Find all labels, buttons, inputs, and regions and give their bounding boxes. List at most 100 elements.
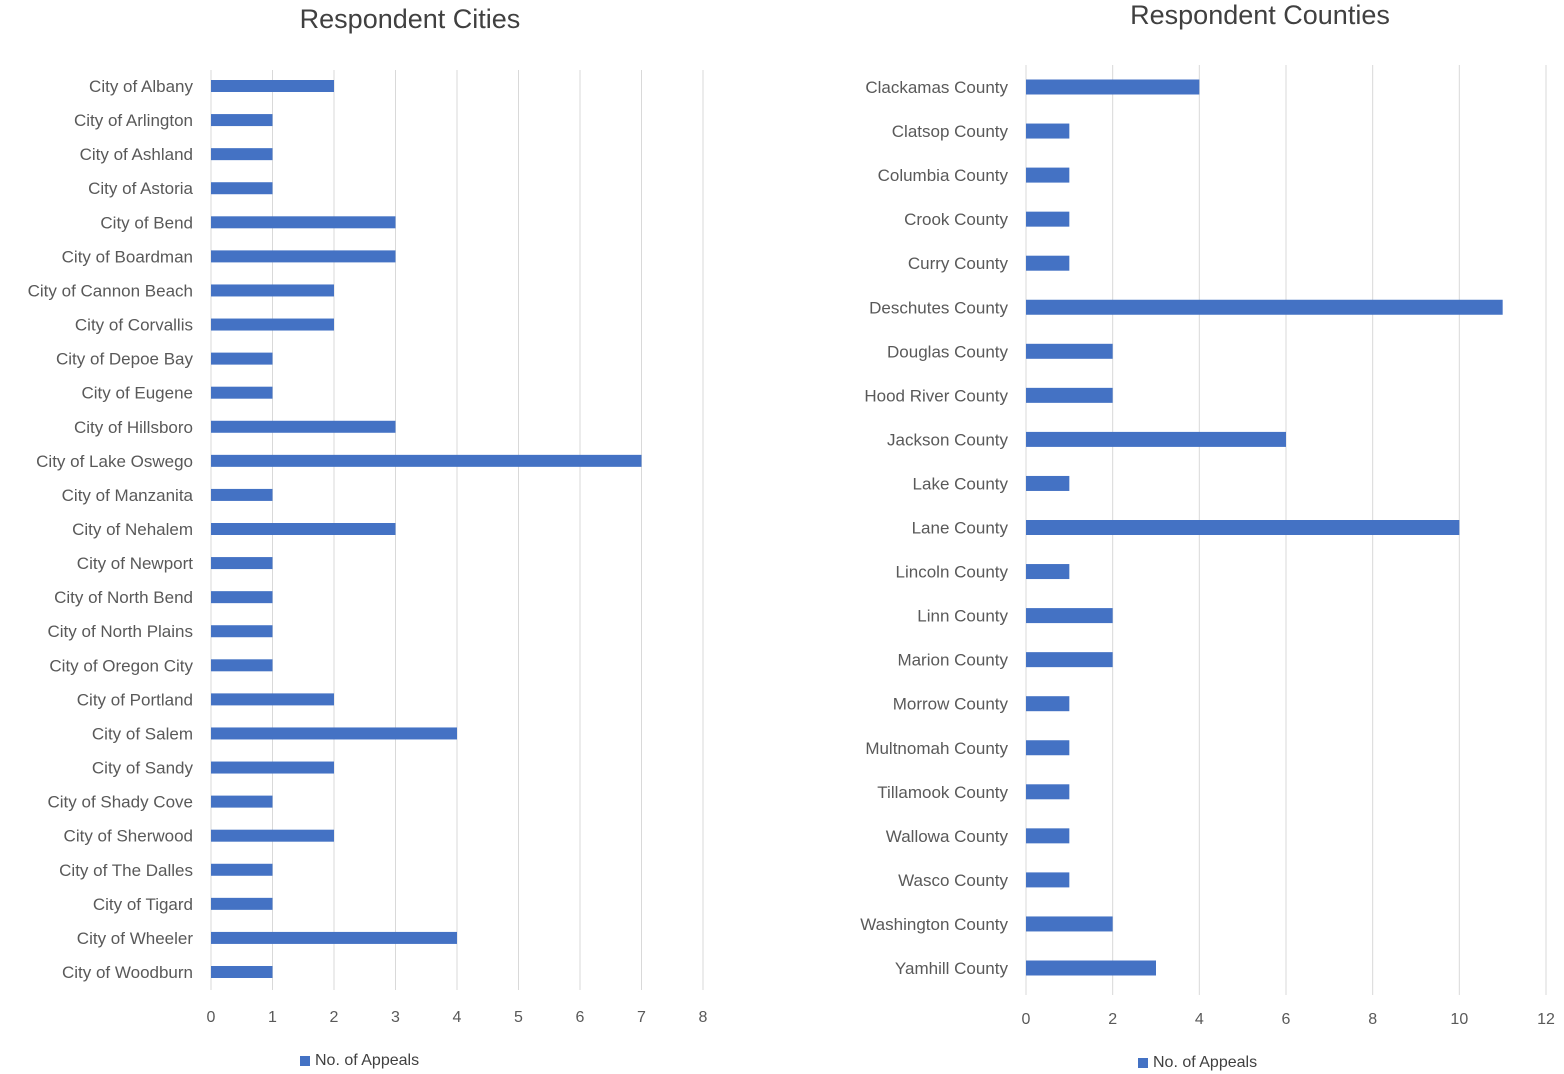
bar — [211, 386, 273, 399]
x-tick-label: 1 — [268, 1009, 277, 1026]
bar — [211, 216, 396, 229]
category-label: City of Boardman — [62, 247, 193, 266]
category-label: City of Albany — [89, 77, 193, 96]
category-label: Deschutes County — [869, 298, 1008, 317]
x-tick-label: 5 — [514, 1009, 523, 1026]
category-label: Columbia County — [878, 166, 1009, 185]
bar — [1026, 828, 1070, 844]
category-label: Clackamas County — [865, 78, 1008, 97]
legend-swatch — [300, 1056, 310, 1066]
bar — [211, 114, 273, 127]
x-tick-label: 10 — [1450, 1011, 1468, 1028]
bar — [1026, 608, 1113, 624]
category-label: City of Shady Cove — [47, 793, 193, 812]
category-label: City of Bend — [100, 213, 193, 232]
x-tick-label: 8 — [699, 1009, 708, 1026]
x-tick-label: 2 — [330, 1009, 339, 1026]
bar — [211, 318, 334, 331]
category-label: City of Astoria — [88, 179, 193, 198]
category-label: City of Woodburn — [62, 963, 193, 982]
bar — [211, 148, 273, 161]
x-tick-label: 3 — [391, 1009, 400, 1026]
category-label: Wasco County — [898, 871, 1008, 890]
category-label: City of Tigard — [93, 895, 193, 914]
category-label: Linn County — [917, 607, 1008, 626]
category-label: City of The Dalles — [59, 861, 193, 880]
bar — [211, 761, 334, 774]
x-tick-label: 6 — [1282, 1011, 1291, 1028]
x-tick-label: 8 — [1368, 1011, 1377, 1028]
bar — [211, 250, 396, 263]
category-label: City of Nehalem — [72, 520, 193, 539]
bar — [211, 182, 273, 195]
counties-chart-plot: 0 2 4 6 8 10 12 Clackamas County Clatsop County C… — [860, 65, 1555, 1028]
category-label: Hood River County — [864, 386, 1008, 405]
counties-chart: Respondent Counties 0 2 4 6 8 10 12 Clackamas C… — [780, 0, 1564, 1074]
category-label: City of Wheeler — [77, 929, 194, 948]
bar — [211, 931, 457, 944]
category-label: City of Arlington — [74, 111, 193, 130]
bar — [1026, 564, 1070, 580]
bar — [211, 80, 334, 92]
category-label: Douglas County — [887, 342, 1008, 361]
x-tick-label: 0 — [1022, 1011, 1031, 1028]
category-label: Jackson County — [887, 430, 1008, 449]
category-label: City of Eugene — [81, 384, 193, 403]
bar — [211, 284, 334, 297]
category-label: City of Cannon Beach — [28, 281, 193, 300]
bar — [1026, 211, 1070, 227]
category-label: City of North Plains — [48, 622, 194, 641]
bar — [211, 659, 273, 672]
category-label: City of Salem — [92, 724, 193, 743]
x-tick-label: 4 — [1195, 1011, 1204, 1028]
bar — [211, 693, 334, 706]
cities-chart: Respondent Cities 0 1 2 3 4 5 6 7 8 City of Alban… — [0, 0, 760, 1074]
bar — [211, 897, 273, 910]
bar — [1026, 299, 1503, 315]
bar — [1026, 520, 1460, 535]
bar — [211, 488, 273, 501]
bar — [1026, 343, 1113, 359]
category-label: Crook County — [904, 210, 1008, 229]
category-label: City of Newport — [77, 554, 193, 573]
x-tick-label: 7 — [637, 1009, 646, 1026]
category-label: Lake County — [913, 474, 1009, 493]
bar — [1026, 79, 1200, 95]
bar — [211, 829, 334, 842]
category-label: Lincoln County — [896, 563, 1009, 582]
bar — [1026, 916, 1113, 932]
bar — [211, 591, 273, 604]
legend-label: No. of Appeals — [315, 1052, 420, 1069]
category-label: City of Portland — [77, 690, 193, 709]
bar — [1026, 960, 1156, 976]
bar — [211, 727, 457, 740]
bar — [1026, 387, 1113, 403]
category-label: Wallowa County — [886, 827, 1009, 846]
bar — [1026, 740, 1070, 756]
bar — [1026, 784, 1070, 800]
bar — [211, 557, 273, 570]
bar — [1026, 431, 1286, 447]
bar — [1026, 475, 1070, 491]
bar — [1026, 872, 1070, 888]
category-label: Yamhill County — [895, 959, 1009, 978]
category-label: Multnomah County — [865, 739, 1008, 758]
category-label: City of Hillsboro — [74, 418, 193, 437]
cities-chart-plot: 0 1 2 3 4 5 6 7 8 City of Albany City of Arlington… — [28, 70, 708, 1026]
bar — [211, 454, 642, 467]
x-tick-label: 4 — [453, 1009, 462, 1026]
chart-title: Respondent Counties — [1130, 0, 1390, 30]
legend: No. of Appeals — [300, 1052, 419, 1070]
bar — [211, 625, 273, 638]
category-label: Curry County — [908, 254, 1009, 273]
category-label: City of Corvallis — [75, 316, 193, 335]
x-tick-label: 6 — [576, 1009, 585, 1026]
bar — [211, 420, 396, 433]
category-label: Washington County — [860, 915, 1008, 934]
category-label: City of Sherwood — [64, 827, 193, 846]
category-label: City of Oregon City — [49, 656, 193, 675]
category-label: City of Manzanita — [62, 486, 194, 505]
category-label: Marion County — [897, 651, 1008, 670]
category-label: Morrow County — [893, 695, 1009, 714]
legend: No. of Appeals — [1138, 1054, 1257, 1072]
